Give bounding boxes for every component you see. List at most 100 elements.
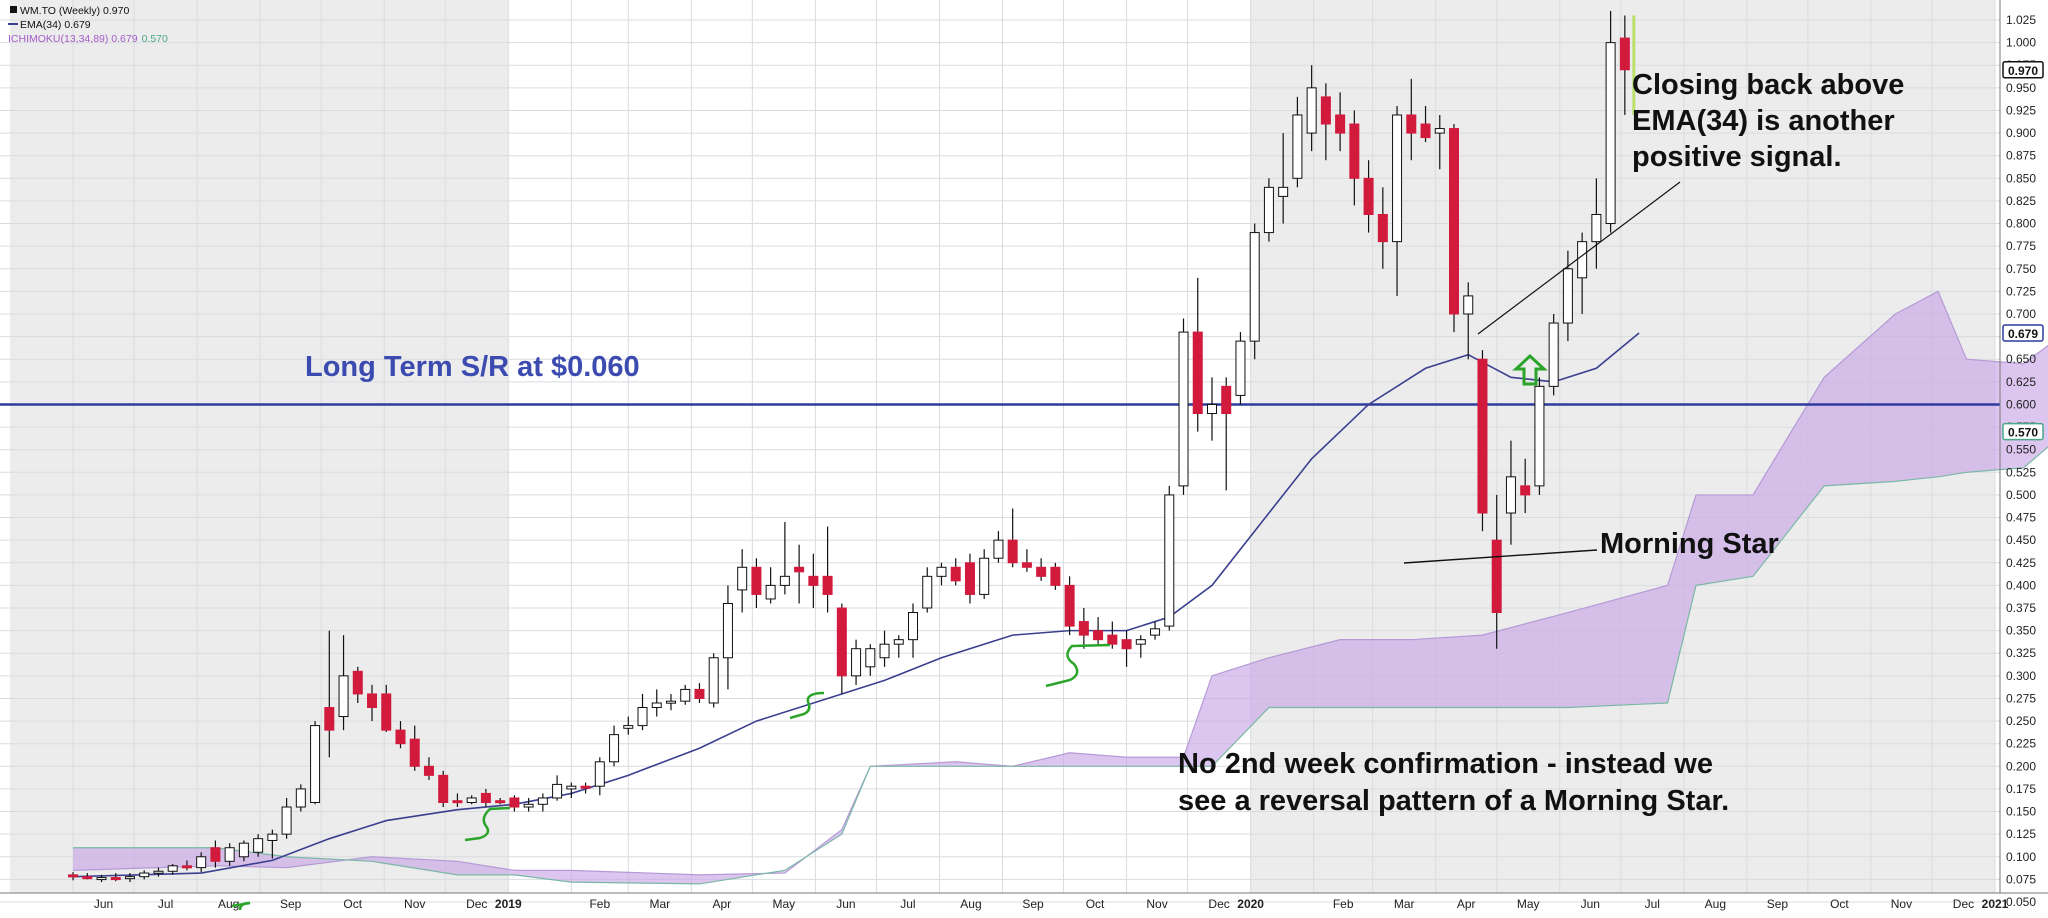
y-tick-label: 0.700 <box>2006 307 2036 321</box>
y-tick-label: 0.950 <box>2006 81 2036 95</box>
candle-body <box>1206 403 1217 415</box>
x-tick-label: Sep <box>1767 897 1789 911</box>
candle-body <box>794 566 805 573</box>
candle-body <box>1078 621 1089 636</box>
candle-body <box>1377 213 1388 243</box>
candle-body <box>808 575 819 586</box>
candle-body <box>110 877 121 881</box>
y-tick-label: 0.150 <box>2006 805 2036 819</box>
candle-body <box>181 865 192 869</box>
candle-body <box>893 639 904 645</box>
candle-body <box>623 725 634 729</box>
y-tick-label: 0.050 <box>2006 895 2036 909</box>
candle-body <box>253 838 264 853</box>
price-badge-box <box>2002 61 2044 79</box>
candle-body <box>1278 186 1289 197</box>
candle-body <box>708 657 719 704</box>
y-tick-label: 0.300 <box>2006 669 2036 683</box>
reversal-note-line-2: see a reversal pattern of a Morning Star… <box>1178 785 1729 817</box>
y-tick-label: 0.900 <box>2006 126 2036 140</box>
y-tick-label: 0.350 <box>2006 624 2036 638</box>
y-tick-label: 0.400 <box>2006 578 2036 592</box>
reversal-note-line-1: No 2nd week confirmation - instead we <box>1178 748 1713 780</box>
x-tick-label: 2021 <box>1982 897 2009 911</box>
candle-body <box>1178 331 1189 487</box>
candle-body <box>224 847 235 862</box>
candle-body <box>1107 634 1118 645</box>
candle-body <box>594 761 605 787</box>
candle-body <box>139 872 150 878</box>
ichimoku-cloud <box>73 291 2048 884</box>
candle-body <box>210 847 221 862</box>
candle-body <box>1534 385 1545 487</box>
candle-body <box>196 856 207 869</box>
candle-body <box>338 675 349 718</box>
x-tick-label: Jul <box>900 897 915 911</box>
candle-body <box>1434 128 1445 134</box>
candle-body <box>908 612 919 641</box>
green-squiggle-mark-4 <box>1045 643 1111 688</box>
candle-body <box>1562 268 1573 324</box>
candle-body <box>267 833 278 841</box>
ema-34-line <box>73 332 1640 878</box>
candle-body <box>1150 628 1161 636</box>
green-squiggle-mark-3 <box>789 691 825 720</box>
green-squiggle-mark-1 <box>231 901 251 911</box>
x-tick-label: Aug <box>960 897 981 911</box>
x-tick-label: Oct <box>343 897 362 911</box>
y-tick-label: 0.200 <box>2006 759 2036 773</box>
candle-body <box>1164 494 1175 627</box>
x-tick-label: Mar <box>649 897 670 911</box>
x-tick-label: Dec <box>1953 897 1974 911</box>
x-tick-label: Dec <box>1208 897 1229 911</box>
candle-body <box>822 575 833 595</box>
candle-body <box>1249 232 1260 342</box>
candle-body <box>1577 241 1588 279</box>
y-tick-label: 0.175 <box>2006 782 2036 796</box>
candle-body <box>466 797 477 803</box>
x-tick-label: Dec <box>466 897 487 911</box>
x-tick-label: Jul <box>1645 897 1660 911</box>
candle-body <box>153 870 164 874</box>
y-tick-label: 0.500 <box>2006 488 2036 502</box>
y-tick-label: 0.325 <box>2006 646 2036 660</box>
candle-body <box>324 707 335 731</box>
candle-body <box>82 876 93 880</box>
price-badge-text: 0.679 <box>2008 327 2038 341</box>
candle-body <box>124 876 135 880</box>
candle-body <box>167 865 178 872</box>
candle-body <box>68 874 79 878</box>
candle-body <box>495 800 506 804</box>
candle-body <box>1192 331 1203 415</box>
y-tick-label: 0.875 <box>2006 149 2036 163</box>
candle-body <box>1491 539 1502 614</box>
y-tick-label: 0.775 <box>2006 239 2036 253</box>
y-tick-label: 0.450 <box>2006 533 2036 547</box>
cloud-span-b <box>73 446 2048 885</box>
candle-body <box>552 783 563 799</box>
x-tick-label: Feb <box>1333 897 1354 911</box>
candle-body <box>779 575 790 586</box>
candle-body <box>936 566 947 577</box>
candle-body <box>409 738 420 767</box>
y-tick-label: 0.600 <box>2006 397 2036 411</box>
candle-body <box>1064 584 1075 627</box>
x-tick-label: Mar <box>1394 897 1415 911</box>
legend-ichimoku-label: ICHIMOKU(13,34,89) 0.679 <box>8 33 138 45</box>
candle-body <box>1392 114 1403 243</box>
y-tick-label: 0.725 <box>2006 284 2036 298</box>
y-tick-label: 0.850 <box>2006 171 2036 185</box>
candle-body <box>1021 562 1032 568</box>
candle-body <box>295 788 306 808</box>
candle-body <box>1463 295 1474 315</box>
price-badge-text: 0.570 <box>2008 426 2038 440</box>
price-badge-box <box>2002 324 2044 342</box>
price-badge-text: 0.970 <box>2008 64 2038 78</box>
y-tick-label: 0.625 <box>2006 375 2036 389</box>
candle-body <box>722 602 733 659</box>
candle-body <box>979 557 990 595</box>
x-tick-label: Sep <box>280 897 302 911</box>
candle-body <box>1605 42 1616 225</box>
candle-body <box>751 566 762 595</box>
